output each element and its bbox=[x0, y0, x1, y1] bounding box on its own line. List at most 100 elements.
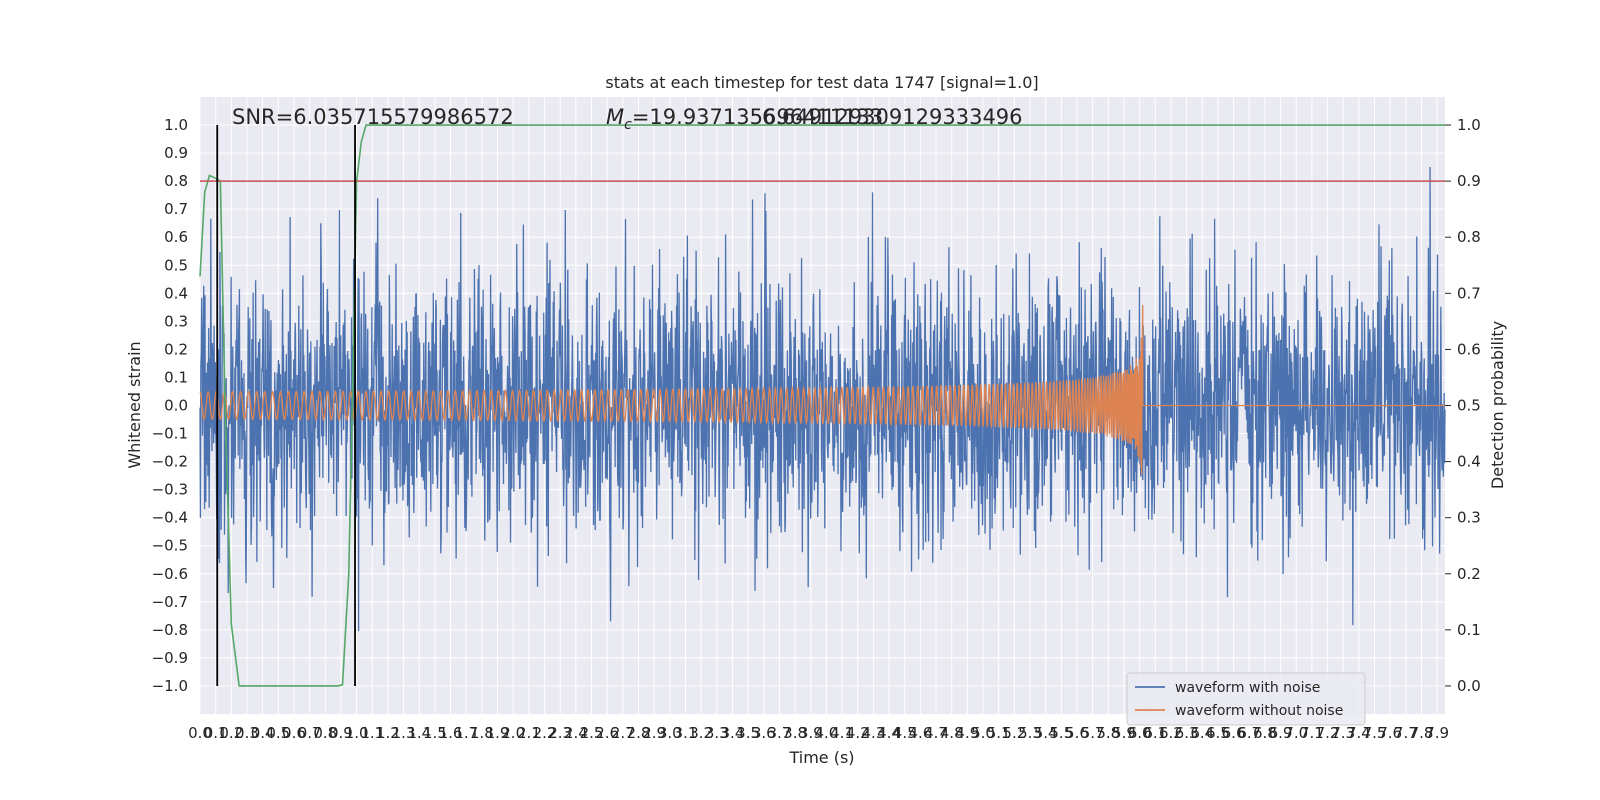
y2-tick-label: 0.9 bbox=[1457, 172, 1481, 190]
x-tick-label: 5.6 bbox=[1065, 724, 1089, 742]
x-tick-label: 1.2 bbox=[376, 724, 400, 742]
x-tick-label: 3.4 bbox=[721, 724, 745, 742]
y2-tick-labels: 0.0 0.1 0.2 0.3 0.4 0.5 0.6 0.7 0.8 0.9 1.0 bbox=[1445, 116, 1481, 695]
x-tick-label: 6.0 bbox=[1128, 724, 1152, 742]
legend: waveform with noise waveform without noi… bbox=[1126, 672, 1366, 726]
chirp-mass-annotation: Mc=19.937135696411133 bbox=[606, 105, 883, 133]
x-tick-label: 5.7 bbox=[1081, 724, 1105, 742]
x-tick-label: 6.2 bbox=[1159, 724, 1183, 742]
x-tick-label: 7.3 bbox=[1331, 724, 1355, 742]
x-tick-label: 5.3 bbox=[1018, 724, 1042, 742]
x-tick-label: 0.1 bbox=[204, 724, 228, 742]
y-tick-label: 0.5 bbox=[164, 256, 188, 274]
y-tick-label: −0.6 bbox=[152, 565, 188, 583]
y-tick-label: −0.8 bbox=[152, 621, 188, 639]
y-tick-label: −1.0 bbox=[152, 677, 188, 695]
x-tick-label: 3.7 bbox=[768, 724, 792, 742]
x-tick-label: 6.8 bbox=[1253, 724, 1277, 742]
x-tick-label: 2.6 bbox=[595, 724, 619, 742]
y2-tick-label: 1.0 bbox=[1457, 116, 1481, 134]
vertical-markers bbox=[216, 125, 356, 686]
x-tick-label: 7.8 bbox=[1410, 724, 1434, 742]
x-tick-label: 3.6 bbox=[752, 724, 776, 742]
y-tick-label: 0.8 bbox=[164, 172, 188, 190]
x-tick-label: 7.7 bbox=[1394, 724, 1418, 742]
x-tick-label: 0.6 bbox=[282, 724, 306, 742]
y2-tick-label: 0.8 bbox=[1457, 228, 1481, 246]
x-tick-label: 2.0 bbox=[501, 724, 525, 742]
x-tick-label: 5.8 bbox=[1096, 724, 1120, 742]
snr-annotation: SNR=6.035715579986572 bbox=[232, 105, 514, 129]
x-tick-label: 4.5 bbox=[893, 724, 917, 742]
chirp-mass-symbol: M bbox=[606, 105, 624, 129]
y-tick-label: −0.4 bbox=[152, 509, 188, 527]
x-tick-label: 7.5 bbox=[1363, 724, 1387, 742]
y-tick-label: 1.0 bbox=[164, 116, 188, 134]
x-tick-label: 1.3 bbox=[392, 724, 416, 742]
x-tick-label: 2.2 bbox=[533, 724, 557, 742]
x-tick-label: 4.2 bbox=[846, 724, 870, 742]
x-tick-label: 6.4 bbox=[1190, 724, 1214, 742]
x-tick-label: 1.9 bbox=[486, 724, 510, 742]
legend-label-noisy: waveform with noise bbox=[1175, 680, 1320, 696]
x-tick-label: 0.5 bbox=[266, 724, 290, 742]
x-tick-label: 0.9 bbox=[329, 724, 353, 742]
x-tick-label: 2.1 bbox=[517, 724, 541, 742]
x-tick-label: 3.3 bbox=[705, 724, 729, 742]
x-tick-label: 3.9 bbox=[799, 724, 823, 742]
x-tick-label: 1.8 bbox=[470, 724, 494, 742]
y2-tick-label: 0.6 bbox=[1457, 340, 1481, 358]
x-tick-label: 2.8 bbox=[627, 724, 651, 742]
x-tick-label: 0.2 bbox=[219, 724, 243, 742]
y-tick-label: 0.0 bbox=[164, 397, 188, 415]
x-tick-label: 3.1 bbox=[674, 724, 698, 742]
x-tick-labels: 0.00.10.20.30.40.50.60.70.80.91.01.11.21… bbox=[188, 724, 1449, 742]
y2-tick-label: 0.3 bbox=[1457, 509, 1481, 527]
y-tick-label: 0.3 bbox=[164, 312, 188, 330]
x-tick-label: 3.5 bbox=[736, 724, 760, 742]
x-tick-label: 4.3 bbox=[861, 724, 885, 742]
x-tick-label: 6.7 bbox=[1237, 724, 1261, 742]
y-tick-label: 0.7 bbox=[164, 200, 188, 218]
x-tick-label: 7.4 bbox=[1347, 724, 1371, 742]
x-tick-label: 7.1 bbox=[1300, 724, 1324, 742]
x-tick-label: 2.4 bbox=[564, 724, 588, 742]
legend-label-clean: waveform without noise bbox=[1175, 703, 1343, 719]
x-tick-label: 1.0 bbox=[345, 724, 369, 742]
y2-tick-label: 0.2 bbox=[1457, 565, 1481, 583]
x-tick-label: 1.4 bbox=[407, 724, 431, 742]
y-tick-label: −0.2 bbox=[152, 453, 188, 471]
x-tick-label: 3.0 bbox=[658, 724, 682, 742]
x-tick-label: 2.5 bbox=[580, 724, 604, 742]
x-tick-label: 5.0 bbox=[971, 724, 995, 742]
y-tick-label: −0.1 bbox=[152, 425, 188, 443]
y-tick-label: 0.4 bbox=[164, 284, 188, 302]
x-tick-label: 1.5 bbox=[423, 724, 447, 742]
y-tick-label: 0.2 bbox=[164, 340, 188, 358]
x-tick-label: 0.3 bbox=[235, 724, 259, 742]
y-tick-label: −0.3 bbox=[152, 481, 188, 499]
x-tick-label: 5.1 bbox=[987, 724, 1011, 742]
x-tick-label: 2.3 bbox=[548, 724, 572, 742]
x-tick-label: 7.2 bbox=[1316, 724, 1340, 742]
x-tick-label: 5.4 bbox=[1034, 724, 1058, 742]
chirp-mass-subscript: c bbox=[624, 117, 632, 133]
x-tick-label: 6.9 bbox=[1269, 724, 1293, 742]
x-tick-label: 4.9 bbox=[955, 724, 979, 742]
x-tick-label: 7.0 bbox=[1284, 724, 1308, 742]
y-axis-label: Whitened strain bbox=[125, 341, 144, 468]
y2-axis-label: Detection probability bbox=[1488, 321, 1507, 489]
y-tick-label: −0.7 bbox=[152, 593, 188, 611]
chirp-mass-value: =19.937135696411133 bbox=[632, 105, 883, 129]
x-tick-label: 1.7 bbox=[454, 724, 478, 742]
y2-tick-label: 0.0 bbox=[1457, 677, 1481, 695]
x-tick-label: 1.1 bbox=[360, 724, 384, 742]
x-tick-label: 6.5 bbox=[1206, 724, 1230, 742]
x-tick-label: 2.9 bbox=[642, 724, 666, 742]
x-tick-label: 7.9 bbox=[1425, 724, 1449, 742]
y2-tick-label: 0.1 bbox=[1457, 621, 1481, 639]
x-axis-label: Time (s) bbox=[788, 748, 854, 767]
overlap-annotation: 6.649129309129333496 bbox=[762, 105, 1023, 129]
x-tick-label: 5.9 bbox=[1112, 724, 1136, 742]
x-tick-label: 7.6 bbox=[1378, 724, 1402, 742]
